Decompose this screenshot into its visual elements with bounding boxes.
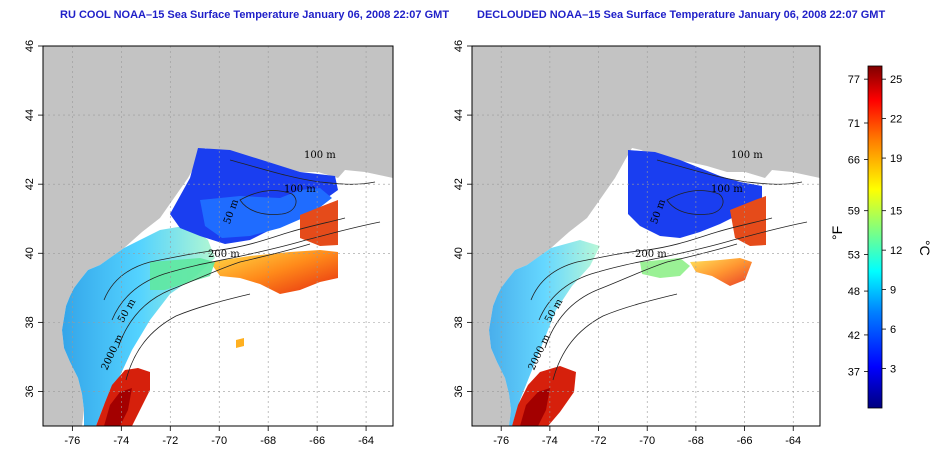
contour-100m [538, 221, 808, 321]
lon-tick-label: -64 [785, 435, 801, 447]
contour-2000m [552, 293, 678, 381]
lon-tick-label: -70 [639, 435, 655, 447]
colorbar-f-tick-label: 77 [848, 74, 860, 86]
colorbar-f-tick-label: 59 [848, 206, 860, 218]
land-mass [43, 46, 393, 426]
map-panel-left: 100 m 100 m 50 m 200 m 50 m 2000 m -76 -7… [24, 40, 394, 447]
lon-tick-label: -72 [591, 435, 607, 447]
contour-100m [111, 221, 381, 321]
lat-tick-label: 42 [24, 178, 36, 190]
bathymetry-contours [103, 159, 381, 381]
colorbar-f-tick-label: 37 [848, 366, 860, 378]
contour-2000m [125, 293, 251, 381]
map-frame-left [42, 45, 394, 427]
colorbar-c-tick-label: 25 [890, 74, 902, 86]
lat-tick-label: 40 [24, 247, 36, 259]
contour-50m [103, 217, 346, 301]
sst-shelf-water [489, 240, 600, 426]
lon-tick-label: -68 [260, 435, 276, 447]
grid-right [472, 45, 820, 426]
colorbar-c-tick-label: 6 [890, 324, 896, 336]
sst-inner-gulf [200, 188, 332, 238]
lon-tick-label: -76 [493, 435, 509, 447]
lat-tick-label: 44 [453, 109, 465, 121]
contour-label-100m-gulf: 100 m [284, 184, 316, 195]
colorbar-f-tick-label: 53 [848, 250, 860, 262]
colorbar-c-tick-label: 12 [890, 245, 902, 257]
contour-georges [666, 190, 724, 215]
lat-tick-label: 38 [453, 316, 465, 328]
sst-shelf-break-green [150, 258, 215, 290]
contour-label-200m: 200 m [208, 249, 240, 260]
sst-gulf-stream-core [104, 388, 132, 426]
lon-tick-label: -74 [542, 435, 558, 447]
colorbar-f-tick-label: 48 [848, 286, 860, 298]
sst-slope-water [210, 250, 338, 294]
colorbar-c-tick-label: 9 [890, 285, 896, 297]
colorbar: 77 71 66 59 53 48 42 37 25 22 19 15 12 9 6 3 °F °C [829, 65, 933, 409]
colorbar-f-tick-label: 66 [848, 155, 860, 167]
land-mass [472, 46, 820, 426]
colorbar-fahrenheit-ticks: 77 71 66 59 53 48 42 37 [848, 74, 868, 378]
contour-label-100m-north: 100 m [304, 150, 336, 161]
contour-gulf-of-maine [229, 159, 376, 185]
map-title-ru-cool: RU COOL NOAA–15 Sea Surface Temperature … [60, 9, 450, 21]
map-title-declouded: DECLOUDED NOAA–15 Sea Surface Temperatur… [477, 9, 886, 21]
lon-tick-label: -64 [358, 435, 374, 447]
lat-tick-label: 44 [24, 109, 36, 121]
lat-tick-label: 46 [453, 40, 465, 52]
contour-label-100m-gulf: 100 m [711, 184, 743, 195]
colorbar-c-tick-label: 19 [890, 153, 902, 165]
colorbar-c-tick-label: 3 [890, 364, 896, 376]
contour-200m [117, 243, 311, 349]
colorbar-c-tick-label: 22 [890, 114, 902, 126]
sst-warm-patch [236, 338, 244, 348]
map-panel-right: 100 m 100 m 50 m 200 m 50 m 2000 m -76 -7… [453, 40, 821, 447]
contour-label-200m: 200 m [635, 249, 667, 260]
lon-tick-label: -76 [64, 435, 80, 447]
lon-tick-label: -72 [162, 435, 178, 447]
sst-gulf-of-maine [628, 150, 762, 238]
sst-gulf-stream-core [520, 388, 550, 426]
colorbar-celsius-label: °C [917, 240, 933, 256]
map-frame-right [471, 45, 821, 427]
contour-50m [530, 217, 773, 301]
sst-shelf-break-green [640, 258, 690, 278]
colorbar-c-tick-label: 15 [890, 206, 902, 218]
lat-tick-label: 42 [453, 178, 465, 190]
lat-tick-label: 46 [24, 40, 36, 52]
lat-tick-label: 40 [453, 247, 465, 259]
lat-tick-label: 36 [24, 385, 36, 397]
lon-tick-label: -74 [113, 435, 129, 447]
map-body-right: 100 m 100 m 50 m 200 m 50 m 2000 m [472, 46, 820, 426]
lon-tick-label: -66 [309, 435, 325, 447]
lon-tick-label: -68 [688, 435, 704, 447]
axis-ticks-left: -76 -74 -72 -70 -68 -66 -64 46 44 42 40 38 36 [24, 40, 374, 447]
colorbar-f-tick-label: 71 [848, 118, 860, 130]
colorbar-f-tick-label: 42 [848, 330, 860, 342]
lat-tick-label: 38 [24, 316, 36, 328]
contour-georges [239, 190, 297, 215]
axis-ticks-right: -76 -74 -72 -70 -68 -66 -64 46 44 42 40 38 36 [453, 40, 801, 447]
lat-tick-label: 36 [453, 385, 465, 397]
sst-slope-water [690, 258, 752, 286]
colorbar-celsius-ticks: 25 22 19 15 12 9 6 3 [882, 74, 902, 376]
colorbar-fahrenheit-label: °F [829, 226, 845, 240]
colorbar-gradient [867, 65, 883, 409]
lon-tick-label: -66 [737, 435, 753, 447]
lon-tick-label: -70 [211, 435, 227, 447]
map-body-left: 100 m 100 m 50 m 200 m 50 m 2000 m [43, 46, 393, 426]
contour-label-100m-north: 100 m [731, 150, 763, 161]
